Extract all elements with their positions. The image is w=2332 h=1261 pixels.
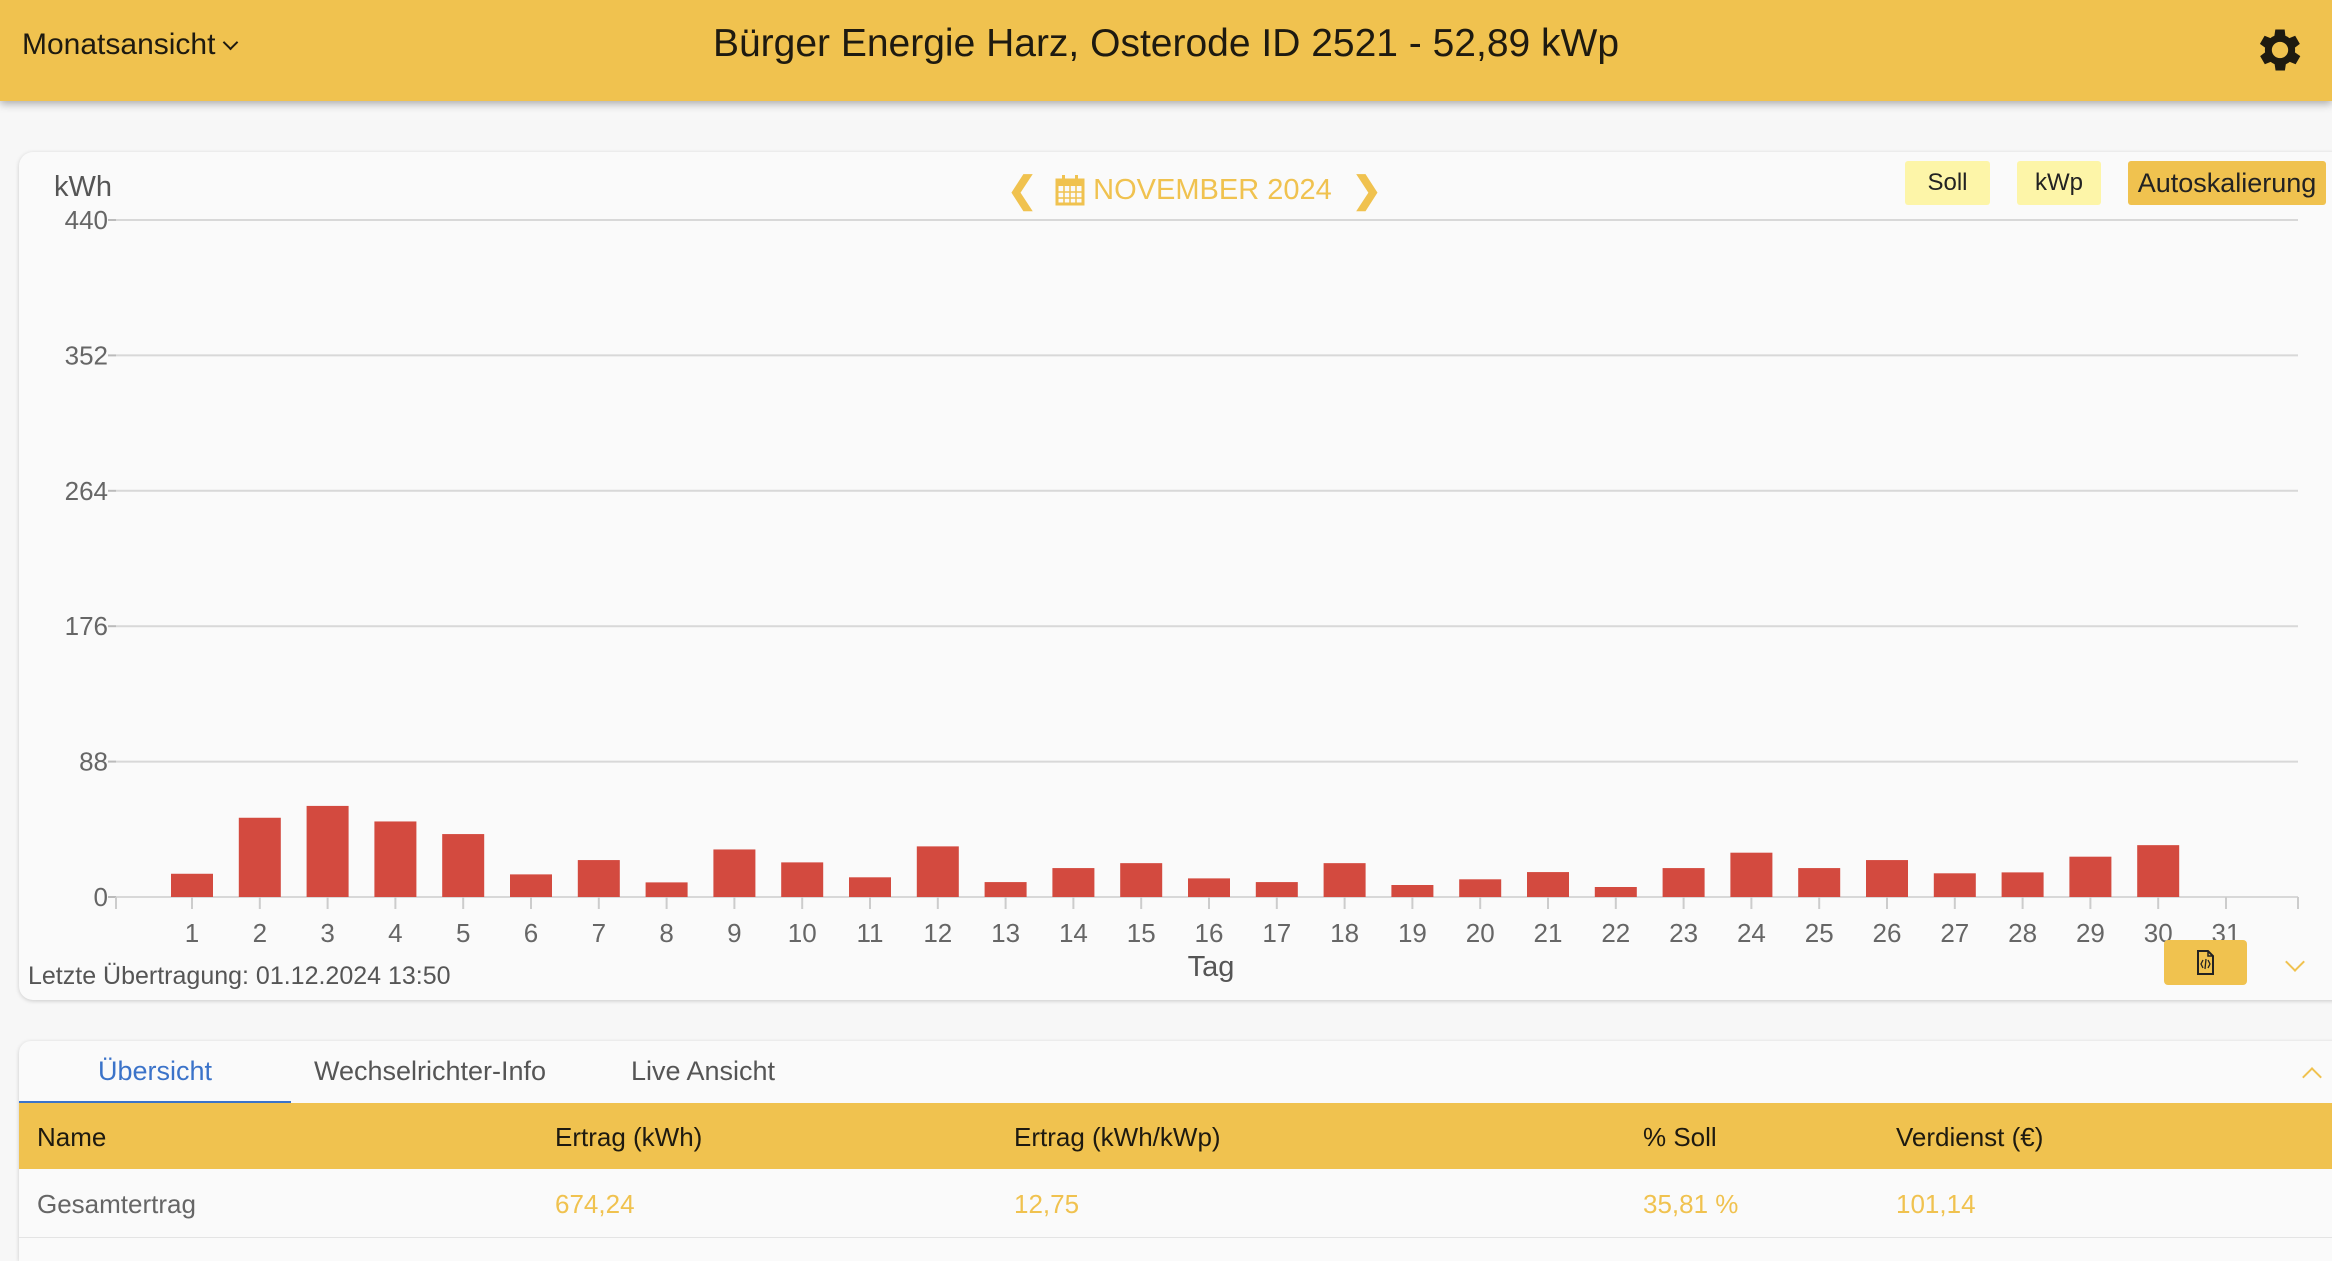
x-tick-label: 7 <box>592 918 606 948</box>
soll-toggle-button[interactable]: Soll <box>1905 161 1990 205</box>
column-header-ertrag-kwh-kwp: Ertrag (kWh/kWp) <box>1014 1122 1221 1152</box>
bar-day-27 <box>1933 873 1976 897</box>
bar-day-17 <box>1255 882 1298 897</box>
x-tick-label: 2 <box>253 918 267 948</box>
view-mode-label: Monatsansicht <box>22 28 216 61</box>
bar-day-2 <box>238 817 281 897</box>
bar-day-19 <box>1391 884 1434 897</box>
bar-day-10 <box>781 862 824 897</box>
x-tick-label: 29 <box>2076 918 2105 948</box>
table-header: Name Ertrag (kWh) Ertrag (kWh/kWp) % Sol… <box>19 1103 2332 1169</box>
cell-ertrag-kwh: 674,24 <box>555 1189 635 1219</box>
x-tick-label: 13 <box>991 918 1020 948</box>
bar-day-8 <box>645 882 688 897</box>
bar-day-3 <box>306 805 349 897</box>
bar-day-11 <box>849 877 891 897</box>
bar-day-15 <box>1120 863 1163 897</box>
y-tick-label: 0 <box>94 882 108 912</box>
bar-day-7 <box>577 860 620 897</box>
bar-day-6 <box>510 874 552 897</box>
y-tick-label: 88 <box>79 747 108 777</box>
x-tick-label: 27 <box>1940 918 1969 948</box>
bar-day-29 <box>2069 856 2112 897</box>
calendar-icon[interactable] <box>1055 174 1085 206</box>
tab-uebersicht[interactable]: Übersicht <box>19 1053 291 1105</box>
autoscale-button[interactable]: Autoskalierung <box>2128 161 2326 205</box>
chevron-right-icon[interactable]: ❯ <box>1351 169 1382 210</box>
x-tick-label: 1 <box>185 918 199 948</box>
tab-wechselrichter-info[interactable]: Wechselrichter-Info <box>313 1056 547 1086</box>
y-tick-label: 176 <box>65 611 108 641</box>
bar-day-13 <box>984 882 1027 897</box>
bar-day-26 <box>1866 860 1908 897</box>
view-mode-dropdown[interactable]: Monatsansicht <box>22 28 239 62</box>
x-tick-label: 8 <box>659 918 673 948</box>
bar-day-5 <box>442 834 485 897</box>
bar-day-16 <box>1188 878 1230 897</box>
current-month[interactable]: NOVEMBER 2024 <box>1093 173 1332 206</box>
kwp-toggle-button[interactable]: kWp <box>2017 161 2101 205</box>
bar-day-14 <box>1052 868 1095 897</box>
x-tick-label: 12 <box>923 918 952 948</box>
x-tick-label: 18 <box>1330 918 1359 948</box>
tab-live-ansicht[interactable]: Live Ansicht <box>630 1056 776 1086</box>
bar-day-24 <box>1730 852 1773 897</box>
bar-day-21 <box>1527 872 1569 897</box>
bar-day-18 <box>1323 863 1366 897</box>
x-tick-label: 15 <box>1127 918 1156 948</box>
x-tick-label: 28 <box>2008 918 2037 948</box>
x-tick-label: 21 <box>1534 918 1563 948</box>
bar-day-4 <box>374 821 417 897</box>
x-axis-label: Tag <box>1188 951 1235 983</box>
x-tick-label: 6 <box>524 918 538 948</box>
y-axis-label: kWh <box>54 171 112 203</box>
code-file-icon <box>2197 950 2214 975</box>
bar-day-20 <box>1459 879 1502 897</box>
x-tick-label: 3 <box>320 918 334 948</box>
x-tick-label: 24 <box>1737 918 1766 948</box>
x-tick-label: 22 <box>1601 918 1630 948</box>
x-tick-label: 26 <box>1873 918 1902 948</box>
x-tick-label: 19 <box>1398 918 1427 948</box>
gear-icon[interactable] <box>2252 22 2308 78</box>
x-tick-label: 10 <box>788 918 817 948</box>
y-tick-label: 264 <box>65 476 108 506</box>
column-header-ertrag-kwh: Ertrag (kWh) <box>555 1122 703 1152</box>
x-tick-label: 23 <box>1669 918 1698 948</box>
column-header-soll: % Soll <box>1643 1122 1717 1152</box>
y-tick-label: 352 <box>65 340 108 370</box>
bar-day-25 <box>1798 868 1841 897</box>
cell-soll: 35,81 % <box>1643 1189 1739 1219</box>
chevron-left-icon[interactable]: ❮ <box>1007 169 1038 210</box>
y-tick-label: 440 <box>65 205 108 235</box>
page-title: Bürger Energie Harz, Osterode ID 2521 - … <box>712 22 1620 65</box>
bar-day-1 <box>171 873 213 897</box>
column-header-name: Name <box>37 1122 107 1152</box>
column-header-verdienst: Verdienst (€) <box>1896 1122 2044 1152</box>
x-tick-label: 17 <box>1262 918 1291 948</box>
x-tick-label: 4 <box>388 918 402 948</box>
table-row: Gesamtertrag 674,24 12,75 35,81 % 101,14 <box>19 1169 2332 1238</box>
x-tick-label: 11 <box>857 918 884 948</box>
x-tick-label: 14 <box>1059 918 1088 948</box>
bar-day-12 <box>916 846 959 897</box>
cell-verdienst: 101,14 <box>1896 1189 1976 1219</box>
app-header: Monatsansicht Bürger Energie Harz, Oster… <box>0 0 2332 101</box>
x-tick-label: 16 <box>1195 918 1224 948</box>
last-transfer-text: Letzte Übertragung: 01.12.2024 13:50 <box>28 962 451 990</box>
x-tick-label: 9 <box>727 918 741 948</box>
x-tick-label: 20 <box>1466 918 1495 948</box>
export-button[interactable] <box>2164 940 2247 985</box>
x-tick-label: 5 <box>456 918 470 948</box>
cell-ertrag-kwh-kwp: 12,75 <box>1014 1189 1080 1219</box>
x-tick-label: 25 <box>1805 918 1834 948</box>
bar-day-9 <box>713 849 756 897</box>
month-navigator: ❮ NOVEMBER 2024 ❯ <box>995 168 1394 212</box>
bar-day-22 <box>1594 886 1637 897</box>
bar-day-30 <box>2137 845 2180 897</box>
bar-day-23 <box>1662 868 1705 897</box>
cell-name: Gesamtertrag <box>37 1189 196 1219</box>
bar-day-28 <box>2001 872 2044 897</box>
